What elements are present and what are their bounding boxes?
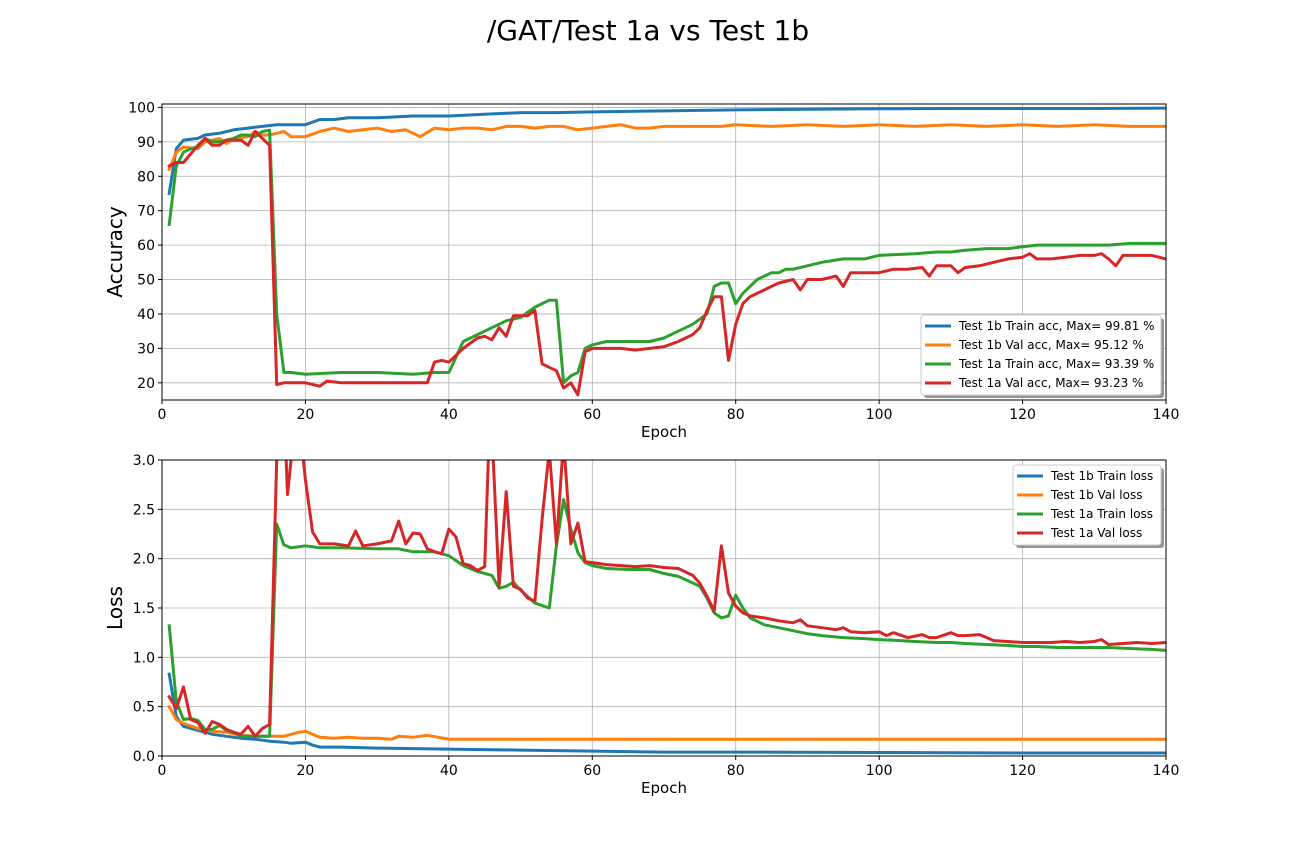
test-1b-train-legend-label: Test 1b Train loss: [1050, 469, 1153, 483]
y-axis-label: Loss: [103, 586, 127, 630]
x-tick-label: 0: [158, 407, 167, 423]
y-tick-label: 80: [137, 169, 155, 185]
x-tick-label: 140: [1153, 407, 1180, 423]
x-tick-label: 100: [866, 763, 893, 779]
y-tick-label: 50: [137, 273, 155, 289]
x-tick-label: 20: [297, 407, 315, 423]
test-1a-train-line: [167, 128, 1166, 385]
legend: Test 1b Train acc, Max= 99.81 % Test 1b V…: [920, 314, 1164, 398]
y-tick-label: 40: [137, 307, 155, 323]
y-tick-label: 100: [128, 100, 155, 116]
x-axis-label: Epoch: [641, 779, 687, 797]
y-tick-label: 20: [137, 376, 155, 392]
test-1b-val-legend-label: Test 1b Val loss: [1050, 488, 1142, 502]
legend: Test 1b Train loss Test 1b Val loss Test 1…: [1012, 464, 1164, 548]
loss-plot: 0 20 40 60 80 100 120 140 0.0 0.5 1.0 1.5 2.0 2.5 3.0 E…: [103, 453, 1180, 797]
axes-frame: [161, 103, 1167, 401]
test-1a-val-legend-label: Test 1a Val acc, Max= 93.23 %: [958, 376, 1143, 390]
x-tick-label: 80: [727, 407, 745, 423]
y-tick-label: 70: [137, 204, 155, 220]
test-1a-val-legend-label: Test 1a Val loss: [1050, 526, 1142, 540]
y-tick-label: 1.0: [133, 650, 155, 666]
legend-box: [920, 314, 1162, 396]
test-1b-val-legend-label: Test 1b Val acc, Max= 95.12 %: [958, 338, 1144, 352]
y-tick-label: 30: [137, 341, 155, 357]
test-1b-train-legend-label: Test 1b Train acc, Max= 99.81 %: [958, 319, 1155, 333]
x-tick-label: 60: [583, 763, 601, 779]
test-1b-train-line: [167, 672, 1166, 755]
x-tick-label: 80: [727, 763, 745, 779]
y-tick-label: 1.5: [133, 601, 155, 617]
test-1a-train-legend-label: Test 1a Train acc, Max= 93.39 %: [958, 357, 1154, 371]
ticks: 0 20 40 60 80 100 120 140 0.0 0.5 1.0 1.5 2.0 2.5 3.0: [133, 453, 1180, 779]
y-tick-label: 60: [137, 238, 155, 254]
x-tick-label: 100: [866, 407, 893, 423]
y-tick-label: 2.0: [133, 552, 155, 568]
series-lines: [167, 106, 1166, 397]
x-axis-label: Epoch: [641, 423, 687, 441]
y-tick-label: 0.5: [133, 700, 155, 716]
y-tick-label: 2.5: [133, 502, 155, 518]
y-axis-label: Accuracy: [103, 206, 127, 297]
legend-box: [1012, 464, 1162, 546]
x-tick-label: 120: [1009, 763, 1036, 779]
y-tick-label: 0.0: [133, 749, 155, 765]
x-tick-label: 120: [1009, 407, 1036, 423]
y-tick-label: 3.0: [133, 453, 155, 469]
test-1b-val-line: [167, 123, 1166, 172]
test-1a-val-line: [167, 460, 1166, 738]
y-tick-label: 90: [137, 135, 155, 151]
x-tick-label: 40: [440, 763, 458, 779]
test-1b-train-line: [167, 106, 1166, 196]
test-1a-train-legend-label: Test 1a Train loss: [1050, 507, 1153, 521]
test-1a-train-line: [167, 498, 1166, 738]
x-tick-label: 20: [297, 763, 315, 779]
test-1b-val-line: [167, 704, 1166, 741]
test-1a-val-line: [167, 130, 1166, 397]
series-lines: [167, 460, 1166, 755]
accuracy-plot: 0 20 40 60 80 100 120 1402030405060708090100Epo…: [103, 100, 1179, 441]
x-tick-label: 40: [440, 407, 458, 423]
figure-title: /GAT/Test 1a vs Test 1b: [487, 14, 809, 47]
x-tick-label: 140: [1153, 763, 1180, 779]
x-tick-label: 60: [583, 407, 601, 423]
x-tick-label: 0: [158, 763, 167, 779]
